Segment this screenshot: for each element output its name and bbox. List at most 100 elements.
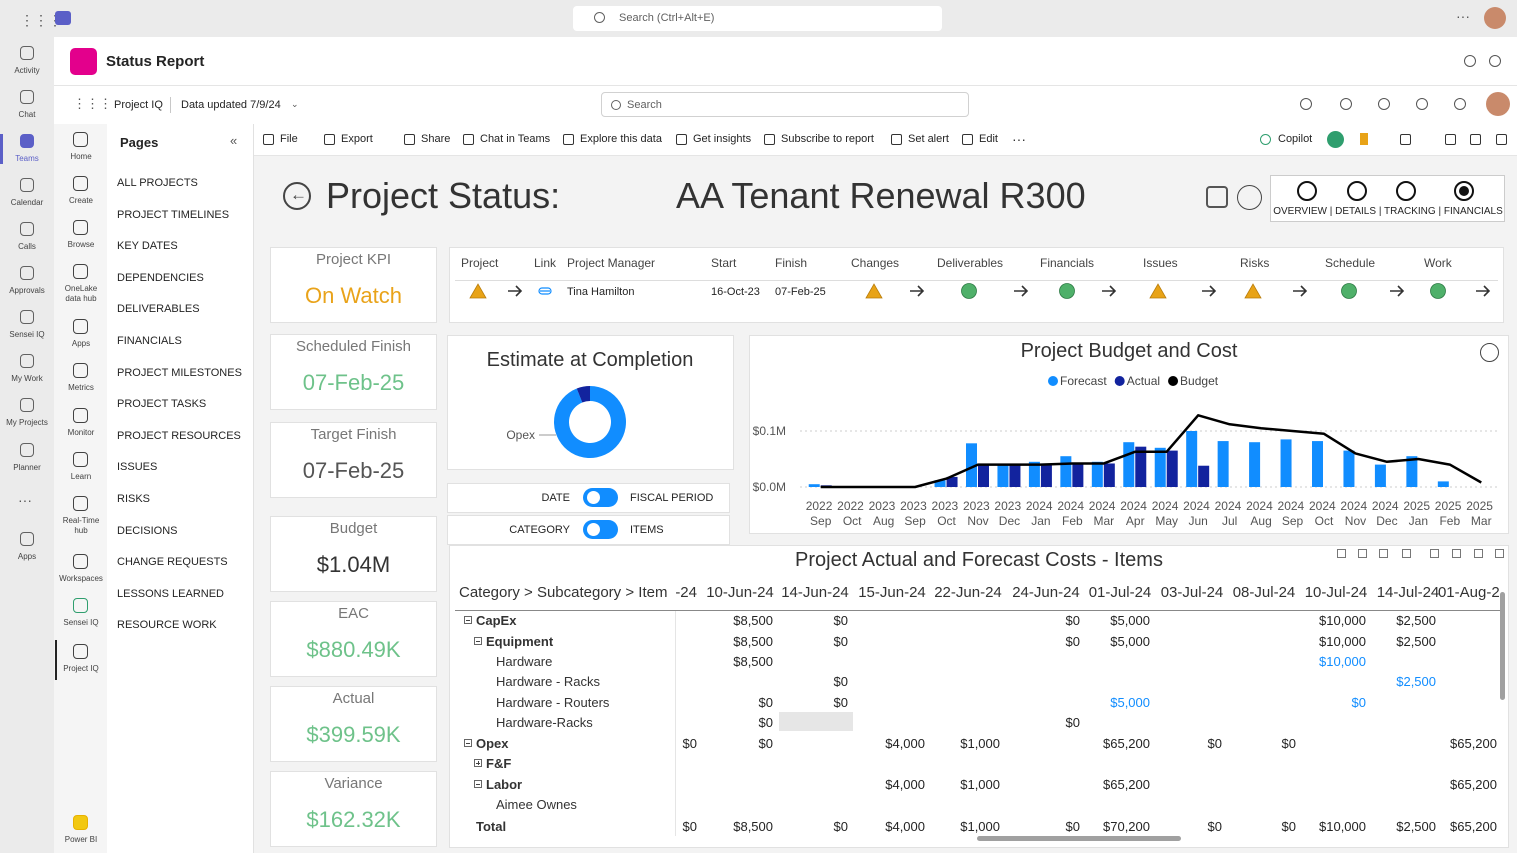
table-header-icon[interactable]	[1402, 549, 1411, 558]
cell[interactable]: $2,500	[1396, 674, 1436, 689]
avatar[interactable]	[1486, 92, 1510, 116]
expander[interactable]	[464, 616, 472, 624]
data-updated[interactable]: Data updated 7/9/24	[181, 99, 281, 111]
page-link[interactable]: PROJECT RESOURCES	[117, 429, 241, 442]
bookmark-icon[interactable]	[1360, 133, 1368, 145]
header-icon[interactable]	[1340, 98, 1352, 110]
page-link[interactable]: FINANCIALS	[117, 335, 182, 347]
table-header-icon[interactable]	[1452, 549, 1461, 558]
app-rail-label[interactable]: Sensei IQ	[63, 618, 99, 627]
table-header-icon[interactable]	[1358, 549, 1367, 558]
app-rail-label[interactable]: Metrics	[68, 383, 94, 392]
rail-label[interactable]: Teams	[15, 154, 39, 163]
header-icon[interactable]	[1489, 55, 1501, 67]
header-icon[interactable]	[1454, 98, 1466, 110]
vertical-scrollbar[interactable]	[1500, 592, 1505, 700]
app-rail-label[interactable]: Browse	[67, 240, 95, 249]
page-link[interactable]: RISKS	[117, 493, 151, 505]
app-rail-label[interactable]: Workspaces	[59, 574, 103, 583]
rail-label[interactable]: Activity	[14, 66, 40, 75]
table-header-icon[interactable]	[1495, 549, 1504, 558]
more-actions[interactable]: ···	[1012, 131, 1026, 147]
table-header-icon[interactable]	[1337, 549, 1346, 558]
cell[interactable]: $10,000	[1319, 654, 1366, 669]
page-link[interactable]: CHANGE REQUESTS	[117, 556, 228, 569]
table-header-icon[interactable]	[1379, 549, 1388, 558]
more-button[interactable]: ···	[1456, 8, 1470, 24]
action-button[interactable]: Explore this data	[580, 133, 662, 145]
page-link[interactable]: RESOURCE WORK	[117, 619, 217, 632]
avatar[interactable]	[1484, 7, 1506, 29]
calendar-icon[interactable]	[1206, 186, 1228, 208]
page-link[interactable]: DECISIONS	[117, 524, 178, 537]
action-button[interactable]: Set alert	[908, 133, 949, 145]
action-button[interactable]: Chat in Teams	[480, 133, 551, 145]
action-button[interactable]: Get insights	[693, 133, 752, 145]
expander[interactable]	[474, 759, 482, 767]
action-button[interactable]: Export	[341, 133, 373, 145]
action-icon[interactable]	[1445, 134, 1456, 145]
app-rail-label[interactable]: Project IQ	[63, 664, 99, 673]
page-link[interactable]: PROJECT MILESTONES	[117, 366, 242, 379]
app-rail-label[interactable]: Apps	[71, 339, 91, 348]
expander[interactable]	[464, 739, 472, 747]
header-icon[interactable]	[1378, 98, 1390, 110]
app-rail-label[interactable]: Home	[70, 152, 92, 161]
page-link[interactable]: DEPENDENCIES	[117, 271, 204, 284]
chart-info-icon[interactable]	[1480, 343, 1499, 362]
info-icon[interactable]	[1237, 185, 1262, 210]
action-icon[interactable]	[1496, 134, 1507, 145]
copilot-button[interactable]: Copilot	[1278, 133, 1313, 145]
page-link[interactable]: KEY DATES	[117, 240, 178, 253]
rail-label[interactable]: Calendar	[10, 198, 44, 207]
back-button[interactable]	[283, 182, 311, 210]
table-header-icon[interactable]	[1474, 549, 1483, 558]
rail-label[interactable]: Planner	[13, 463, 41, 472]
page-link[interactable]: DELIVERABLES	[117, 303, 200, 316]
page-link[interactable]: ISSUES	[117, 461, 158, 474]
action-button[interactable]: Subscribe to report	[781, 133, 874, 145]
rail-label[interactable]: My Projects	[6, 418, 48, 427]
action-icon[interactable]	[1470, 134, 1481, 145]
nav-button[interactable]	[1347, 181, 1367, 201]
refresh-badge[interactable]	[1327, 131, 1344, 148]
app-launcher[interactable]: ⋮⋮⋮	[20, 12, 62, 28]
nav-button[interactable]	[1454, 181, 1474, 201]
teams-search-box[interactable]	[573, 6, 942, 31]
collapse-pages[interactable]: «	[230, 133, 238, 148]
page-link[interactable]: PROJECT TIMELINES	[117, 208, 230, 221]
nav-button[interactable]	[1297, 181, 1317, 201]
rail-label[interactable]: Chat	[18, 110, 36, 119]
app-rail-label[interactable]: Monitor	[67, 428, 95, 437]
header-icon[interactable]	[1416, 98, 1428, 110]
app-rail-label[interactable]: Power BI	[64, 835, 98, 844]
app-rail-label[interactable]: OneLake data hub	[64, 284, 98, 303]
action-icon[interactable]	[1400, 134, 1411, 145]
app-rail-label[interactable]: Create	[68, 196, 93, 205]
rail-label[interactable]: Sensei IQ	[9, 330, 45, 339]
pbi-search-box[interactable]	[601, 92, 969, 117]
page-link[interactable]: ALL PROJECTS	[117, 177, 198, 189]
page-link[interactable]: LESSONS LEARNED	[117, 587, 224, 600]
header-icon[interactable]	[1300, 98, 1312, 110]
rail-label[interactable]: My Work	[11, 374, 43, 383]
header-icon[interactable]	[1464, 55, 1476, 67]
horizontal-scrollbar[interactable]	[977, 836, 1181, 841]
app-rail-label[interactable]: Real-Time hub	[62, 516, 100, 535]
cell[interactable]: $5,000	[1110, 695, 1150, 710]
pbi-launcher[interactable]: ⋮⋮⋮	[73, 96, 112, 111]
action-button[interactable]: Edit	[979, 133, 998, 145]
rail-label[interactable]: Calls	[18, 242, 36, 251]
expander[interactable]	[474, 637, 482, 645]
rail-label[interactable]: Apps	[17, 552, 37, 561]
expander[interactable]	[474, 780, 482, 788]
rail-label[interactable]: Approvals	[9, 286, 45, 295]
action-button[interactable]: File	[280, 133, 298, 145]
workspace[interactable]: Project IQ	[114, 99, 163, 111]
action-button[interactable]: Share	[421, 133, 451, 145]
more-apps[interactable]: ···	[18, 492, 32, 508]
app-rail-label[interactable]: Learn	[70, 472, 92, 481]
table-header-icon[interactable]	[1430, 549, 1439, 558]
nav-button[interactable]	[1396, 181, 1416, 201]
page-link[interactable]: PROJECT TASKS	[117, 398, 207, 411]
